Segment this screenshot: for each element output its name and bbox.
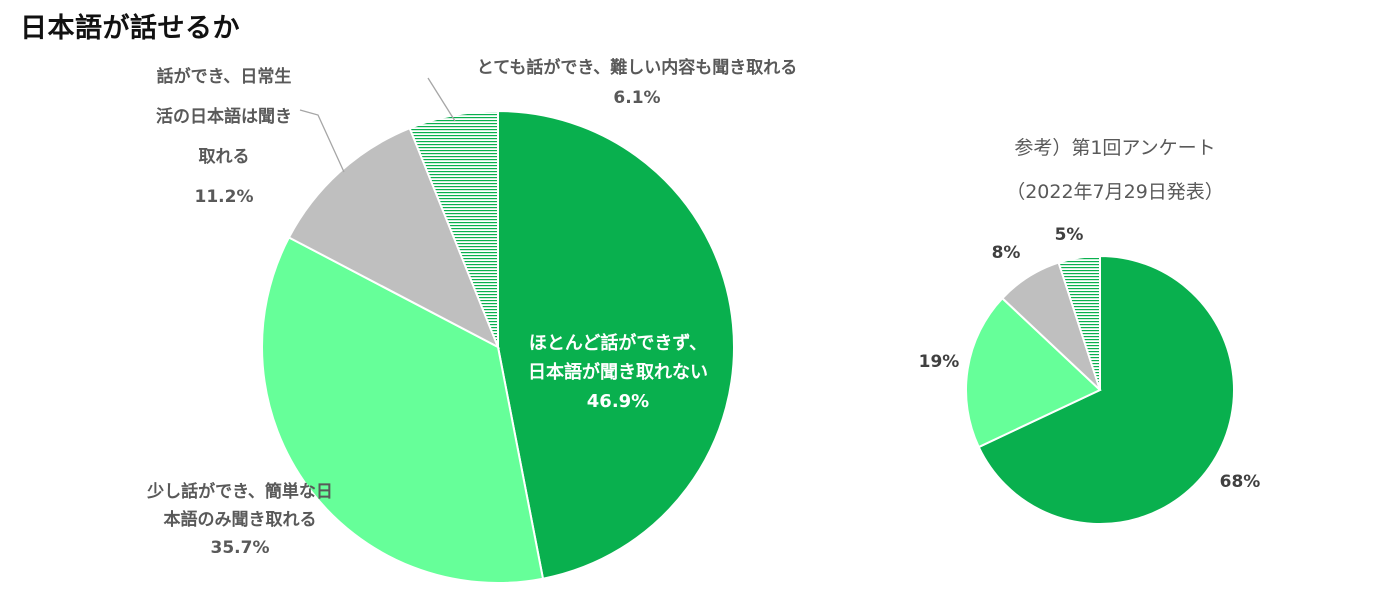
- main-pie-slice-3: [287, 126, 500, 350]
- reference-pie-chart: [965, 254, 1235, 525]
- reference-pie-label-3: 8%: [992, 243, 1021, 263]
- main-pie-chart: [261, 109, 735, 584]
- reference-pie-slice-4: [1057, 254, 1101, 391]
- reference-pie-title: 参考）第1回アンケート: [1014, 137, 1215, 159]
- main-pie-slice-2: [261, 236, 545, 584]
- reference-pie-subtitle: （2022年7月29日発表）: [1006, 181, 1224, 203]
- reference-pie-label-4: 5%: [1055, 225, 1084, 245]
- reference-pie-label-1: 68%: [1220, 472, 1261, 492]
- chart-labels: ほとんど話ができず、日本語が聞き取れない 46.9% 少し話ができ、簡単な日本語のみ…: [146, 57, 1260, 558]
- main-pie-slice-1: [497, 109, 735, 580]
- main-pie-slice-4: [408, 109, 499, 348]
- reference-pie-slice-1: [977, 254, 1235, 525]
- main-pie-label-4: とても話ができ、難しい内容も聞き取れる 6.1%: [477, 57, 797, 108]
- reference-pie-label-2: 19%: [919, 352, 960, 372]
- reference-pie-slice-2: [965, 296, 1102, 449]
- main-pie-label-2: 少し話ができ、簡単な日本語のみ聞き取れる 35.7%: [146, 481, 333, 558]
- page-title: 日本語が話せるか: [20, 13, 240, 44]
- main-pie-label-3: 話ができ、日常生活の日本語は聞き取れる 11.2%: [156, 66, 292, 207]
- main-pie-label-1: ほとんど話ができず、日本語が聞き取れない 46.9%: [528, 332, 708, 412]
- main-pie-leader-line-3: [299, 109, 345, 173]
- main-pie-leader-line-4: [427, 77, 456, 122]
